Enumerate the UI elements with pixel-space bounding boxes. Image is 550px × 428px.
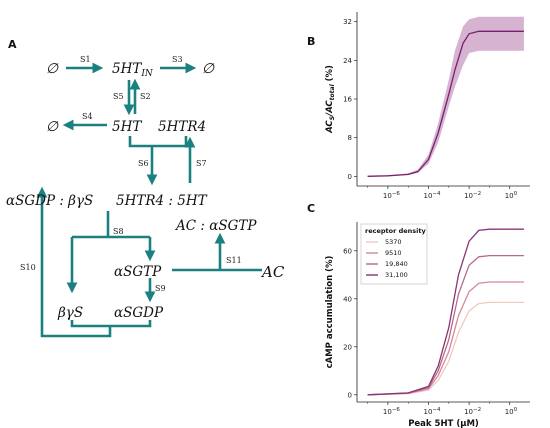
legend-box — [360, 223, 428, 285]
x-tick-label: 10−4 — [424, 191, 442, 200]
arrow-s10 — [36, 186, 112, 338]
x-tick-label: 10−6 — [383, 407, 401, 416]
panel-b-label: B — [307, 35, 315, 48]
legend-entry: 19,840 — [385, 260, 408, 268]
step-label-s7: S7 — [196, 159, 207, 168]
panel-a-label: A — [8, 38, 17, 51]
y-tick-label: 0 — [348, 173, 352, 181]
y-tick-label: 0 — [348, 391, 352, 399]
diagram-arrows — [36, 62, 262, 338]
y-tick-label: 60 — [343, 247, 352, 255]
diagram-nodes: ∅ 5HTIN ∅ ∅ 5HT 5HTR4 5HTR4 : 5HT αSGDP … — [6, 61, 285, 321]
step-labels: S1 S3 S5 S2 S4 S6 S7 S8 S9 S10 S11 — [20, 55, 242, 293]
node-bg: βγS — [57, 305, 83, 321]
panel-c-label: C — [307, 202, 315, 215]
y-tick-label: 20 — [343, 343, 352, 351]
node-ags-gdp: αSGDP — [114, 305, 164, 321]
series-line-main — [367, 30, 524, 177]
step-label-s5: S5 — [113, 92, 124, 101]
empty-set-source: ∅ — [46, 61, 59, 77]
x-tick-label: 10−2 — [464, 407, 481, 416]
x-axis-title: Peak 5HT (μM) — [408, 419, 479, 428]
legend-entry: 31,100 — [385, 271, 408, 279]
confidence-band — [367, 16, 524, 177]
series-line-19840 — [367, 254, 524, 396]
node-ags-gtp: αSGTP — [114, 264, 162, 280]
x-tick-label: 100 — [505, 407, 518, 416]
step-label-s4: S4 — [82, 112, 93, 121]
step-label-s3: S3 — [172, 55, 183, 64]
node-5ht: 5HT — [112, 119, 142, 135]
step-label-s9: S9 — [155, 284, 166, 293]
y-tick-label: 40 — [343, 295, 352, 303]
series-line-5370 — [367, 301, 524, 396]
empty-set-degradation: ∅ — [46, 119, 59, 135]
node-5htr4: 5HTR4 — [158, 119, 206, 135]
node-ac-ags-gtp: AC : αSGTP — [174, 218, 257, 234]
node-ac: AC — [260, 263, 285, 281]
y-tick-label: 24 — [343, 57, 352, 65]
step-label-s1: S1 — [80, 55, 91, 64]
arrow-s6-join — [128, 136, 188, 148]
step-label-s6: S6 — [138, 159, 149, 168]
legend-entry: 5370 — [385, 238, 402, 246]
legend-entry: 9510 — [385, 249, 402, 257]
y-tick-label: 16 — [343, 96, 352, 104]
node-ags-gdp-bg: αSGDP : βγS — [6, 193, 93, 209]
x-tick-label: 100 — [505, 191, 518, 200]
series-line-31100 — [367, 228, 524, 396]
y-axis-title: ACS/ACtotal (%) — [325, 65, 336, 134]
x-tick-label: 10−2 — [464, 191, 481, 200]
series-line-9510 — [367, 281, 524, 396]
x-tick-label: 10−6 — [383, 191, 401, 200]
step-label-s10: S10 — [20, 263, 36, 272]
empty-set-sink: ∅ — [202, 61, 215, 77]
step-label-s11: S11 — [226, 256, 242, 265]
node-receptor-complex: 5HTR4 : 5HT — [116, 193, 208, 209]
node-5ht-in: 5HTIN — [112, 61, 154, 79]
chart-c-plot: 0 20 40 60 10−6 10−4 10−2 100 cAMP accumulation … — [325, 222, 530, 428]
chart-b-plot: 0 8 16 24 32 10−6 10−4 10−2 100 ACS/ACtotal (%) — [325, 12, 530, 200]
step-label-s2: S2 — [140, 92, 151, 101]
step-label-s8: S8 — [113, 227, 124, 236]
panel-c-chart: C 0 20 40 60 10−6 10−4 10−2 100 cAMP accumulatio… — [307, 202, 530, 428]
y-tick-label: 32 — [343, 18, 352, 26]
panel-b-chart: B 0 8 16 24 32 10−6 10−4 10−2 100 ACS/ACtotal (%) — [307, 12, 530, 200]
y-tick-label: 8 — [348, 134, 352, 142]
legend-title: receptor density — [365, 227, 426, 235]
panel-a-diagram: A — [6, 38, 285, 338]
y-axis-title: cAMP accumulation (%) — [325, 255, 335, 368]
x-tick-label: 10−4 — [424, 407, 442, 416]
